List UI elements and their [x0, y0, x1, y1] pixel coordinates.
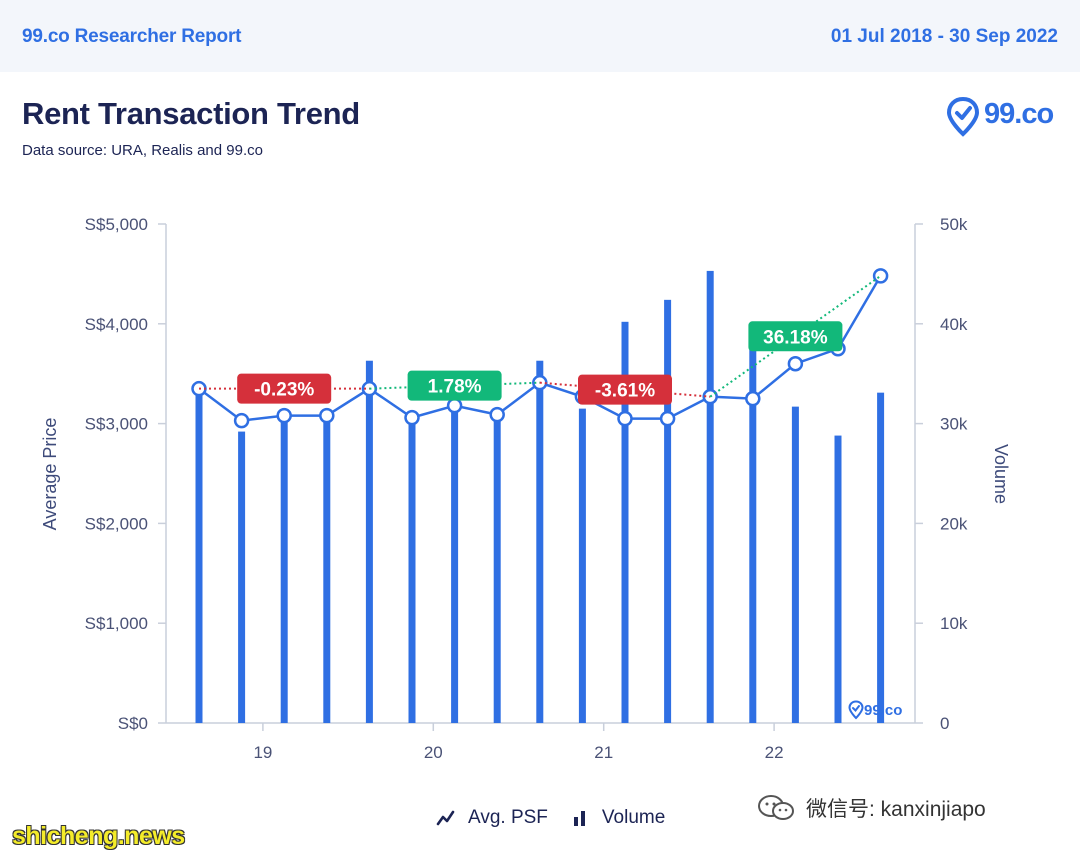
brand-logo: 99.co	[946, 96, 1061, 138]
watermark-pin-icon	[848, 700, 864, 720]
left-tick-label: S$0	[118, 714, 148, 733]
volume-bar	[877, 392, 885, 723]
avg-psf-point	[489, 406, 505, 423]
avg-psf-point	[745, 390, 761, 407]
wechat-id: 微信号: kanxinjiapo	[756, 793, 986, 823]
legend-item-avg-psf[interactable]: Avg. PSF	[436, 807, 548, 829]
volume-bar	[408, 414, 416, 723]
volume-bar	[791, 406, 799, 723]
trend-label-box	[407, 370, 502, 401]
x-tick-label: 21	[594, 743, 613, 762]
logo-text: 99.co	[984, 98, 1054, 130]
volume-bar	[280, 415, 288, 723]
line-chart-icon	[436, 810, 455, 826]
location-pin-icon	[946, 96, 980, 137]
x-tick-label: 22	[765, 743, 784, 762]
volume-bar	[238, 431, 246, 723]
left-tick-label: S$1,000	[85, 614, 148, 633]
bar-chart-icon	[573, 811, 585, 826]
legend-label-volume: Volume	[601, 807, 666, 828]
volume-bar	[664, 299, 672, 723]
avg-psf-point	[233, 412, 250, 429]
chart-title: Rent Transaction Trend	[22, 96, 360, 131]
volume-bar	[451, 404, 459, 723]
wechat-text: 微信号: kanxinjiapo	[806, 798, 986, 821]
volume-bar	[834, 435, 842, 723]
right-tick-label: 40k	[940, 315, 968, 334]
trend-label-text: -3.61%	[595, 381, 655, 402]
left-tick-label: S$3,000	[85, 415, 148, 434]
report-brand: 99.co Researcher Report	[22, 26, 242, 47]
trend-label-text: 36.18%	[763, 327, 828, 348]
y-right-axis-title: Volume	[991, 444, 1011, 504]
avg-psf-point	[276, 407, 292, 424]
avg-psf-point	[787, 355, 804, 372]
y-left-axis-title: Average Price	[40, 418, 60, 531]
trend-label-box	[578, 374, 672, 405]
wechat-icon	[758, 795, 794, 820]
volume-bar	[578, 408, 586, 723]
trend-label-box	[748, 321, 843, 352]
right-tick-label: 50k	[940, 215, 968, 234]
left-tick-label: S$2,000	[85, 514, 148, 533]
volume-bar	[749, 348, 757, 723]
volume-bar	[323, 411, 331, 723]
right-tick-label: 30k	[940, 415, 968, 434]
avg-psf-point	[872, 268, 889, 284]
site-watermark: shicheng.news	[12, 822, 185, 850]
avg-psf-point	[319, 407, 335, 424]
right-tick-label: 10k	[940, 614, 968, 633]
x-tick-label: 20	[424, 743, 443, 762]
report-date-range: 01 Jul 2018 - 30 Sep 2022	[830, 26, 1058, 47]
avg-psf-point	[617, 410, 633, 427]
volume-bar	[706, 270, 714, 723]
legend-label-avg-psf: Avg. PSF	[468, 807, 548, 828]
report-header-bar: 99.co Researcher Report 01 Jul 2018 - 30…	[0, 0, 1080, 72]
chart-legend: Avg. PSF Volume	[436, 806, 687, 830]
avg-psf-point	[659, 410, 676, 427]
left-tick-label: S$5,000	[85, 215, 148, 234]
volume-bar	[195, 385, 203, 723]
trend-label-text: -0.23%	[254, 380, 314, 401]
legend-item-volume[interactable]: Volume	[570, 807, 665, 829]
chart-subtitle: Data source: URA, Realis and 99.co	[22, 142, 263, 159]
chart-inner-watermark: 99.co	[848, 700, 902, 720]
volume-bar	[621, 321, 629, 723]
right-tick-label: 0	[940, 714, 949, 733]
avg-psf-point	[404, 409, 420, 426]
trend-label-box	[237, 373, 332, 404]
volume-bar	[493, 412, 501, 723]
inner-watermark-text: 99.co	[864, 701, 903, 719]
trend-label-text: 1.78%	[428, 377, 482, 398]
avg-psf-point	[446, 397, 463, 414]
x-tick-label: 19	[253, 743, 272, 762]
volume-bar	[365, 360, 373, 723]
left-tick-label: S$4,000	[85, 315, 148, 334]
volume-bar	[536, 360, 544, 723]
right-tick-label: 20k	[940, 514, 968, 533]
